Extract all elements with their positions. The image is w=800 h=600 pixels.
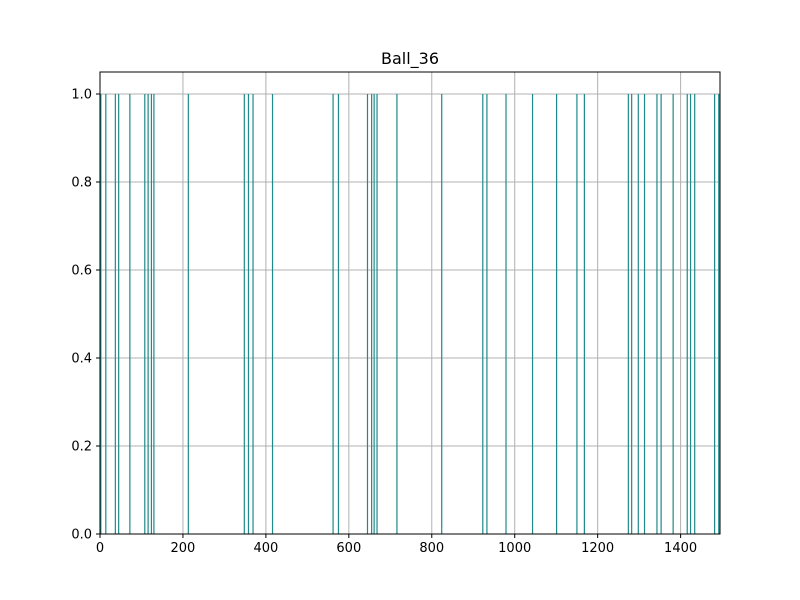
bar [627, 94, 629, 534]
bar [243, 94, 245, 534]
bar [694, 94, 696, 534]
bar [686, 94, 688, 534]
bar [643, 94, 646, 534]
bar [656, 94, 658, 534]
bar [631, 94, 633, 534]
bar [187, 94, 189, 534]
x-tick-label: 400 [253, 541, 278, 556]
bar [366, 94, 369, 534]
y-axis-ticks: 0.0 0.2 0.4 0.6 0.8 1.0 [71, 88, 100, 543]
bar [441, 94, 443, 534]
bar [153, 94, 155, 534]
bar [337, 94, 340, 534]
y-tick-label: 1.0 [71, 88, 92, 103]
bar [482, 94, 484, 534]
x-tick-label: 800 [419, 541, 444, 556]
bar [505, 94, 507, 534]
bar [376, 94, 378, 534]
bar [373, 94, 375, 534]
x-tick-label: 600 [336, 541, 361, 556]
bar [486, 94, 488, 534]
bar [271, 94, 274, 534]
bar [332, 94, 334, 534]
bar [247, 94, 250, 534]
x-tick-label: 1200 [581, 541, 614, 556]
bar [576, 94, 578, 534]
bar [689, 94, 692, 534]
chart-title: Ball_36 [381, 49, 439, 69]
y-tick-label: 0.0 [71, 528, 92, 543]
bar [100, 94, 102, 534]
grid-lines [99, 72, 720, 535]
y-tick-label: 0.2 [71, 440, 92, 455]
y-tick-label: 0.8 [71, 176, 92, 191]
bar [252, 94, 254, 534]
bars [100, 94, 720, 534]
x-tick-label: 1400 [664, 541, 697, 556]
bar [396, 94, 398, 534]
bar [531, 94, 534, 534]
bar [714, 94, 716, 534]
bar [147, 94, 149, 534]
bar [105, 94, 107, 534]
bar [660, 94, 662, 534]
x-tick-label: 200 [171, 541, 196, 556]
bar [114, 94, 116, 534]
bar [150, 94, 153, 534]
y-tick-label: 0.6 [71, 264, 92, 279]
bar [129, 94, 131, 534]
plot-frame [99, 71, 721, 535]
bar [371, 94, 373, 534]
x-tick-label: 0 [96, 541, 104, 556]
bar [637, 94, 639, 534]
bar [672, 94, 674, 534]
bar [118, 94, 120, 534]
x-axis-ticks: 0 200 400 600 800 1000 1200 1400 [96, 534, 697, 556]
y-tick-label: 0.4 [71, 352, 92, 367]
x-tick-label: 1000 [498, 541, 531, 556]
bar [144, 94, 146, 534]
bar [583, 94, 585, 534]
bar [718, 94, 720, 534]
bar [556, 94, 558, 534]
